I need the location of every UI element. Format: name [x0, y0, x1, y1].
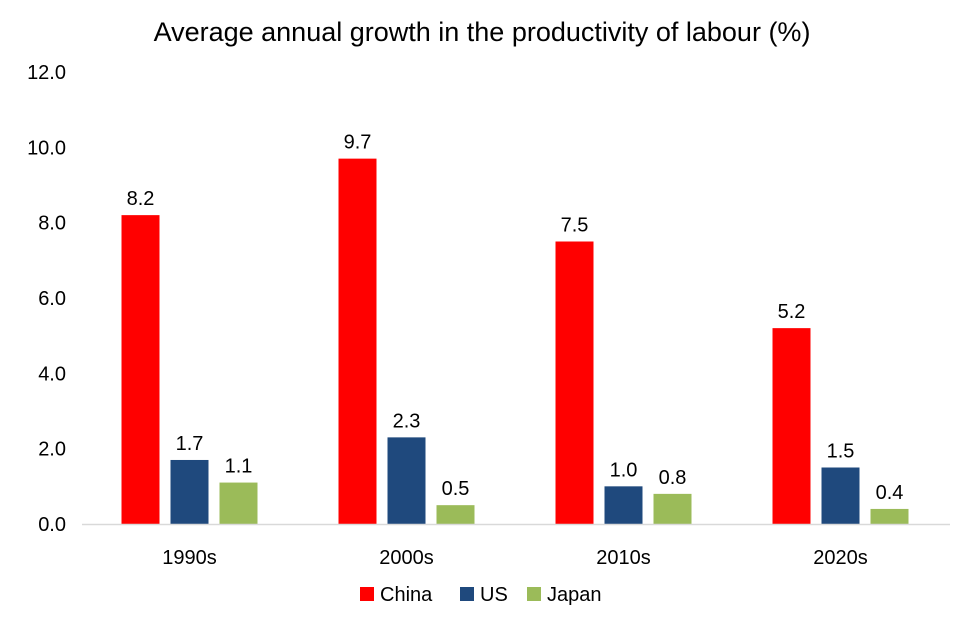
data-label: 0.8	[659, 467, 687, 489]
y-axis: 0.0 2.0 4.0 6.0 8.0 10.0 12.0	[27, 62, 66, 536]
data-label: 1.0	[610, 459, 638, 481]
data-label: 9.7	[344, 132, 372, 154]
x-axis: 1990s 2000s 2010s 2020s	[82, 523, 950, 569]
bar-china-2010s	[555, 241, 594, 524]
legend-label-us: US	[480, 584, 508, 606]
y-tick-label: 10.0	[27, 137, 66, 159]
data-label: 2.3	[393, 410, 421, 432]
bar-us-1990s	[170, 459, 209, 524]
x-tick-label: 2020s	[813, 547, 868, 569]
bar-china-2020s	[772, 328, 811, 524]
legend-swatch-japan	[527, 587, 541, 601]
legend-swatch-us	[460, 587, 474, 601]
x-tick-label: 1990s	[162, 547, 217, 569]
legend-label-china: China	[380, 584, 433, 606]
bar-japan-2000s	[436, 505, 475, 524]
bar-japan-2010s	[653, 493, 692, 524]
legend-label-japan: Japan	[547, 584, 602, 606]
x-tick-label: 2000s	[379, 547, 434, 569]
bars: 8.2 1.7 1.1 9.7 2.3 0.5 7.5 1.0 0.8 5.2 1.5 0.4	[121, 132, 909, 524]
data-label: 1.1	[225, 456, 253, 478]
chart-title: Average annual growth in the productivit…	[154, 17, 811, 47]
legend: China US Japan	[360, 584, 602, 606]
data-label: 8.2	[127, 188, 155, 210]
bar-us-2000s	[387, 437, 426, 524]
data-label: 0.5	[442, 478, 470, 500]
y-tick-label: 12.0	[27, 62, 66, 84]
bar-us-2020s	[821, 467, 860, 524]
y-tick-label: 8.0	[38, 213, 66, 235]
y-tick-label: 4.0	[38, 363, 66, 385]
x-tick-label: 2010s	[596, 547, 651, 569]
bar-japan-1990s	[219, 482, 258, 524]
legend-swatch-china	[360, 587, 374, 601]
data-label: 5.2	[778, 301, 806, 323]
bar-us-2010s	[604, 486, 643, 524]
y-tick-label: 0.0	[38, 514, 66, 536]
y-tick-label: 6.0	[38, 288, 66, 310]
data-label: 1.5	[827, 441, 855, 463]
y-tick-label: 2.0	[38, 439, 66, 461]
data-label: 7.5	[561, 215, 589, 237]
bar-china-1990s	[121, 215, 160, 524]
data-label: 0.4	[876, 482, 904, 504]
data-label: 1.7	[176, 433, 204, 455]
bar-japan-2020s	[870, 508, 909, 524]
bar-china-2000s	[338, 158, 377, 524]
